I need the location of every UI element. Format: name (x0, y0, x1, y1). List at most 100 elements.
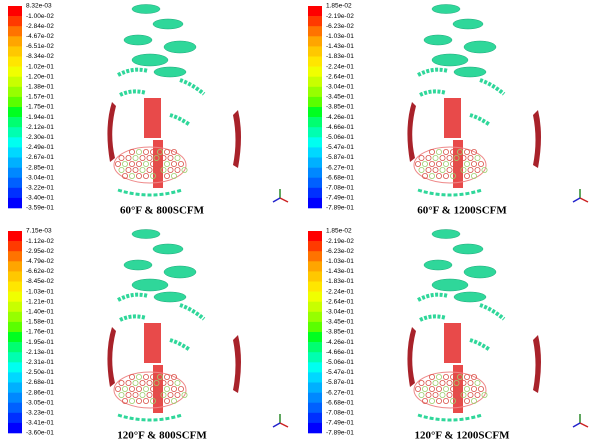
colorbar-label: -1.03e-01 (26, 288, 54, 295)
sieve-hole (429, 149, 434, 154)
colorbar-label: -2.12e-01 (26, 124, 54, 131)
colorbar-label: -5.47e-01 (326, 144, 354, 151)
sieve-hole (178, 386, 183, 391)
tray-disk (124, 260, 152, 270)
tray-disk (132, 5, 160, 14)
colorbar-band (8, 6, 22, 16)
sieve-hole (475, 155, 480, 160)
caption: 60°F & 1200SCFM (417, 205, 507, 217)
tray-disk (154, 67, 186, 77)
colorbar-band (308, 231, 322, 241)
tray-disk (464, 266, 496, 278)
sieve-hole (440, 167, 445, 172)
colorbar-band (308, 352, 322, 362)
baffle (118, 295, 148, 300)
colorbar-label: -7.89e-01 (326, 430, 354, 437)
colorbar-band (8, 188, 22, 198)
colorbar-band (308, 282, 322, 292)
axis-z (573, 423, 580, 427)
tray-disk (164, 41, 196, 53)
sieve-hole (164, 386, 169, 391)
colorbar-band (308, 261, 322, 271)
axis-z (273, 423, 280, 427)
sieve-hole (464, 386, 469, 391)
colorbar-label: -1.02e-01 (26, 63, 54, 70)
colorbar-band (8, 87, 22, 97)
sieve-hole (136, 374, 141, 379)
sieve-hole (136, 161, 141, 166)
sieve-hole (143, 374, 148, 379)
sieve-hole (415, 161, 420, 166)
sieve-hole (426, 167, 431, 172)
baffle (170, 115, 190, 125)
sieve-hole (140, 167, 145, 172)
sieve-hole (126, 380, 131, 385)
sieve-hole (136, 386, 141, 391)
colorbar-label: -5.06e-01 (326, 359, 354, 366)
sieve-hole (443, 161, 448, 166)
colorbar-band (308, 158, 322, 168)
colorbar-band (308, 147, 322, 157)
colorbar-label: 7.15e-03 (26, 228, 52, 235)
sieve-hole (143, 173, 148, 178)
sieve-hole (175, 392, 180, 397)
colorbar-label: -1.94e-01 (26, 114, 54, 121)
colorbar-label: -6.68e-01 (326, 399, 354, 406)
sieve-hole (426, 392, 431, 397)
sieve-hole (133, 167, 138, 172)
sieve-hole (443, 149, 448, 154)
colorbar-label: -1.58e-01 (26, 319, 54, 326)
sieve-hole (126, 167, 131, 172)
baffle (470, 115, 490, 125)
sieve-hole (115, 161, 120, 166)
tray-disk (453, 244, 483, 254)
colorbar-band (308, 6, 322, 16)
sieve-hole (133, 380, 138, 385)
sieve-hole (471, 398, 476, 403)
colorbar-band (308, 178, 322, 188)
sieve-hole (468, 155, 473, 160)
tray-disk (424, 260, 452, 270)
sieve-hole (115, 386, 120, 391)
sieve-hole (129, 149, 134, 154)
shell-right (533, 110, 541, 168)
colorbar-band (308, 342, 322, 352)
colorbar-band (308, 168, 322, 178)
sieve-hole (429, 173, 434, 178)
colorbar-band (308, 36, 322, 46)
baffle (418, 70, 448, 75)
colorbar-band (308, 67, 322, 77)
colorbar-band (8, 147, 22, 157)
sieve-hole (440, 155, 445, 160)
sieve-hole (429, 398, 434, 403)
colorbar-band (8, 231, 22, 241)
tray-disk (154, 292, 186, 302)
colorbar-label: -1.95e-01 (26, 339, 54, 346)
sieve-hole (168, 155, 173, 160)
sieve-hole (422, 161, 427, 166)
sieve-hole (133, 155, 138, 160)
colorbar-label: -4.67e-02 (26, 33, 54, 40)
sieve-hole (471, 386, 476, 391)
colorbar-label: -1.38e-01 (26, 84, 54, 91)
figure: 8.32e-03-1.00e-02-2.84e-02-4.67e-02-6.51… (0, 0, 589, 446)
colorbar-label: -3.04e-01 (326, 84, 354, 91)
colorbar-label: -2.95e-02 (26, 248, 54, 255)
sieve-hole (147, 392, 152, 397)
sieve-hole (447, 155, 452, 160)
colorbar-label: -3.59e-01 (26, 205, 54, 212)
colorbar-label: -3.04e-01 (326, 309, 354, 316)
sieve-hole (140, 155, 145, 160)
colorbar-label: -2.50e-01 (26, 369, 54, 376)
colorbar-label: -6.51e-02 (26, 43, 54, 50)
baffle (120, 91, 146, 95)
sieve-hole (147, 167, 152, 172)
colorbar-band (308, 97, 322, 107)
colorbar-band (308, 393, 322, 403)
sieve-hole (468, 167, 473, 172)
colorbar-label: -1.21e-01 (26, 298, 54, 305)
colorbar-label: -1.12e-02 (26, 238, 54, 245)
sieve-hole (140, 392, 145, 397)
colorbar-band (308, 77, 322, 87)
sieve-hole (440, 392, 445, 397)
